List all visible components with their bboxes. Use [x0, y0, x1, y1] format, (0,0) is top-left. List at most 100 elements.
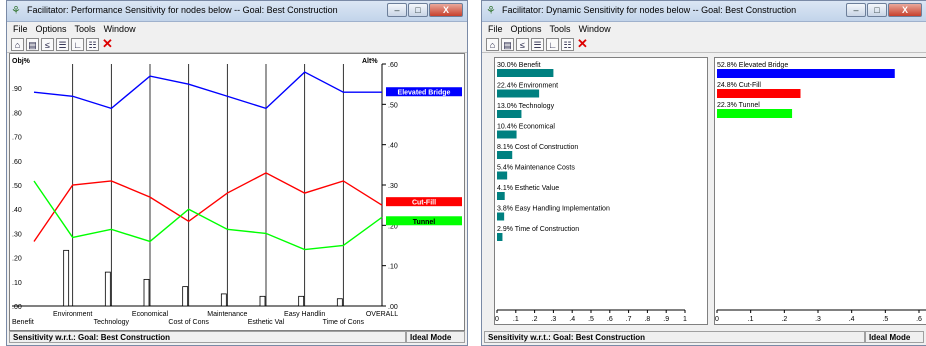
criterion-priority-bar — [182, 286, 189, 307]
app-icon: ⚘ — [11, 5, 21, 17]
close-x-icon[interactable]: ✕ — [102, 35, 113, 51]
series-label: Tunnel — [413, 219, 435, 226]
sensitivity-icon[interactable]: ≤ — [41, 37, 54, 51]
close-button[interactable]: X — [429, 3, 463, 17]
criteria-panel: 30.0% Benefit 22.4% Environment 13.0% Tech… — [494, 57, 708, 325]
performance-chart-area: Obj% Alt% .90 .80 .70 .60 .50 .40 .30 .20 .10 .00 .6… — [9, 53, 465, 331]
gradient-icon[interactable]: ∟ — [71, 37, 84, 51]
minimize-button[interactable]: – — [387, 3, 407, 17]
series-label-box — [386, 87, 462, 97]
left-tick-label: .10 — [12, 280, 22, 287]
menu-tools[interactable]: Tools — [74, 24, 96, 34]
left-axis-label: Obj% — [12, 58, 31, 65]
two-d-icon[interactable]: ☷ — [561, 37, 574, 51]
performance-sensitivity-window: ⚘ Facilitator: Performance Sensitivity f… — [6, 0, 468, 346]
criterion-bar — [497, 151, 513, 159]
criterion-label: 5.4% Maintenance Costs — [497, 165, 575, 172]
left-tick-label: .90 — [12, 86, 22, 93]
menu-file[interactable]: File — [13, 24, 28, 34]
mode-text: Ideal Mode — [406, 331, 465, 343]
performance-icon[interactable]: ☰ — [56, 37, 69, 51]
menu-options[interactable]: Options — [35, 24, 67, 34]
criteria-bar-chart: 30.0% Benefit 22.4% Environment 13.0% Tech… — [495, 62, 687, 323]
criterion-bar — [497, 130, 517, 139]
right-tick-label: .40 — [388, 143, 398, 150]
maximize-button[interactable]: □ — [867, 3, 887, 17]
dynamic-sensitivity-window: ⚘ Facilitator: Dynamic Sensitivity for n… — [481, 0, 926, 346]
criterion-priority-bar — [220, 293, 227, 307]
criterion-label: Technology — [94, 319, 130, 326]
criterion-label: 22.4% Environment — [497, 83, 558, 90]
criterion-label: 13.0% Technology — [497, 103, 555, 110]
window-title: Facilitator: Dynamic Sensitivity for nod… — [502, 5, 797, 15]
criterion-priority-bar — [104, 271, 111, 307]
toolbar: ⌂ ▤ ≤ ☰ ∟ ☷ ✕ — [482, 36, 926, 53]
criterion-bar — [497, 110, 522, 118]
criterion-label: Cost of Cons — [168, 319, 209, 326]
x-tick-label: .8 — [644, 316, 650, 323]
alternatives-panel: 52.8% Elevated Bridge 24.8% Cut-Fill 22.3%… — [714, 57, 926, 325]
criterion-label: Easy Handlin — [284, 311, 325, 318]
x-tick-label: .2 — [781, 316, 787, 323]
left-tick-label: .00 — [12, 304, 22, 311]
x-tick-label: .3 — [550, 316, 556, 323]
two-d-icon[interactable]: ☷ — [86, 37, 99, 51]
gradient-icon[interactable]: ∟ — [546, 37, 559, 51]
status-text: Sensitivity w.r.t.: Goal: Best Construct… — [484, 331, 865, 343]
criterion-bar — [497, 233, 503, 241]
performance-icon[interactable]: ☰ — [531, 37, 544, 51]
right-tick-label: .20 — [388, 223, 398, 230]
criterion-bar — [497, 171, 508, 180]
x-tick-label: .4 — [569, 316, 575, 323]
menu-file[interactable]: File — [488, 24, 503, 34]
criterion-bar — [497, 192, 505, 200]
home-icon[interactable]: ⌂ — [486, 37, 499, 51]
criterion-label: 2.9% Time of Construction — [497, 226, 579, 233]
series-label: Cut-Fill — [412, 200, 436, 207]
menu-window[interactable]: Window — [103, 24, 136, 34]
home-icon[interactable]: ⌂ — [11, 37, 24, 51]
x-tick-label: 0 — [715, 316, 719, 323]
criterion-priority-bar — [63, 249, 70, 307]
menu-window[interactable]: Window — [578, 24, 611, 34]
series-line — [33, 172, 383, 242]
criterion-label: Esthetic Val — [248, 319, 285, 326]
bar-chart-icon[interactable]: ▤ — [501, 37, 514, 51]
criterion-priority-bar — [336, 298, 343, 307]
series-line — [33, 180, 383, 251]
right-axis-label: Alt% — [362, 58, 378, 65]
title-bar[interactable]: ⚘ Facilitator: Performance Sensitivity f… — [7, 1, 467, 22]
bar-chart-icon[interactable]: ▤ — [26, 37, 39, 51]
sensitivity-icon[interactable]: ≤ — [516, 37, 529, 51]
status-text: Sensitivity w.r.t.: Goal: Best Construct… — [9, 331, 406, 343]
status-bar: Sensitivity w.r.t.: Goal: Best Construct… — [9, 331, 465, 343]
right-tick-label: .50 — [388, 102, 398, 109]
criterion-label: 3.8% Easy Handling Implementation — [497, 206, 610, 213]
x-tick-label: 0 — [495, 316, 499, 323]
alternative-bar — [717, 89, 801, 98]
x-tick-label: .2 — [532, 316, 538, 323]
x-tick-label: 1 — [683, 316, 687, 323]
left-tick-label: .30 — [12, 231, 22, 238]
criterion-label: OVERALL — [366, 311, 398, 318]
maximize-button[interactable]: □ — [408, 3, 428, 17]
criterion-label: Economical — [132, 311, 169, 318]
right-tick-label: .00 — [388, 304, 398, 311]
menu-tools[interactable]: Tools — [549, 24, 571, 34]
alternative-bar — [717, 69, 895, 78]
menu-bar: File Options Tools Window — [7, 22, 467, 36]
series-label-box — [386, 197, 462, 207]
close-x-icon[interactable]: ✕ — [577, 35, 588, 51]
x-tick-label: .6 — [607, 316, 613, 323]
criterion-bar — [497, 212, 505, 221]
menu-options[interactable]: Options — [510, 24, 542, 34]
criterion-label: Benefit — [12, 319, 34, 326]
mode-text: Ideal Mode — [865, 331, 924, 343]
criterion-label: 10.4% Economical — [497, 124, 555, 131]
x-tick-label: .9 — [663, 316, 669, 323]
alternative-label: 24.8% Cut-Fill — [717, 82, 761, 89]
app-icon: ⚘ — [486, 5, 496, 17]
title-bar[interactable]: ⚘ Facilitator: Dynamic Sensitivity for n… — [482, 1, 926, 22]
close-button[interactable]: X — [888, 3, 922, 17]
minimize-button[interactable]: – — [846, 3, 866, 17]
